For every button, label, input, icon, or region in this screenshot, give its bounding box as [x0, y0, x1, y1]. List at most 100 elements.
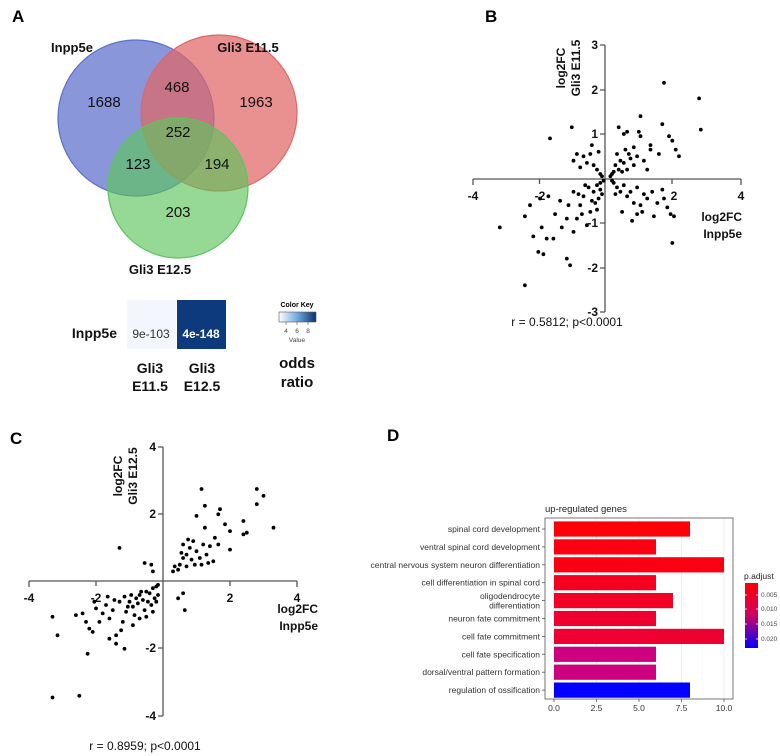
- y-axis-label: Gli3 E11.5: [569, 39, 583, 96]
- correlation-annotation: r = 0.5812; p<0.0001: [511, 315, 623, 329]
- bar: [554, 593, 673, 609]
- scatter-point: [590, 143, 594, 148]
- scatter-point: [132, 613, 137, 617]
- scatter-point: [618, 158, 623, 163]
- odds-ratio-heatmap: Inpp5e 9e-103 4e-148 Gli3 E11.5 Gli3 E12…: [72, 300, 317, 394]
- scatter-point: [628, 189, 633, 194]
- scatter-point: [618, 189, 623, 194]
- bar: [554, 557, 724, 573]
- scatter-point: [665, 205, 670, 210]
- venn-count: 252: [165, 124, 190, 141]
- scatter-point: [223, 522, 227, 527]
- scatter-point: [171, 569, 175, 574]
- scatter-point: [136, 601, 140, 606]
- scatter-point: [181, 542, 186, 547]
- scatter-point: [698, 127, 703, 132]
- color-key-metric: odds: [279, 355, 315, 372]
- color-key-metric: ratio: [281, 374, 314, 391]
- venn-set-label: Gli3 E11.5: [217, 40, 278, 55]
- scatter-point: [117, 546, 122, 550]
- color-key-tick: 6: [295, 328, 299, 335]
- axis-ticks: [472, 44, 742, 313]
- scatter-point: [625, 129, 629, 134]
- category-label: cell fate commitment: [462, 631, 541, 641]
- y-axis-label: log2FC: [554, 47, 568, 88]
- scatter-point: [598, 187, 603, 192]
- scatter-point: [105, 594, 110, 599]
- scatter-point: [50, 614, 55, 619]
- x-axis-label: Inpp5e: [703, 227, 742, 241]
- scatter-point: [134, 596, 139, 601]
- scatter-point: [575, 216, 579, 221]
- heatmap-cell: [177, 300, 226, 349]
- heatmap-col-label: Gli3: [137, 360, 164, 376]
- scatter-point: [600, 174, 604, 179]
- scatter-point: [580, 212, 584, 217]
- scatter-point: [531, 234, 536, 239]
- scatter-point: [204, 552, 209, 557]
- scatter-point: [615, 152, 619, 156]
- scatter-point: [667, 134, 671, 139]
- scatter-point: [645, 196, 650, 201]
- scatter-point: [107, 616, 112, 621]
- scatter-point: [593, 201, 598, 205]
- scatter-point: [591, 163, 596, 168]
- scatter-point: [536, 250, 541, 254]
- color-key-tick: 4: [284, 328, 288, 335]
- scatter-point: [112, 598, 117, 602]
- scatter-point: [228, 529, 232, 533]
- scatter-point: [616, 167, 621, 172]
- scatter-point: [677, 154, 681, 159]
- scatter-point: [576, 192, 581, 197]
- scatter-point: [151, 569, 155, 574]
- scatter-point: [631, 145, 636, 150]
- scatter-point: [538, 196, 542, 201]
- scatter-point: [124, 609, 128, 614]
- scatter-point: [571, 158, 576, 163]
- scatter-point: [110, 608, 115, 612]
- scatter-point: [635, 154, 639, 159]
- y-tick-label: -2: [587, 261, 598, 275]
- scatter-point: [218, 507, 222, 512]
- scatter-point: [203, 525, 207, 530]
- scatter-point: [630, 218, 634, 223]
- scatter-point: [107, 636, 112, 641]
- category-label: central nervous system neuron differenti…: [371, 560, 541, 570]
- scatter-point: [152, 596, 157, 601]
- venn-set-label: Inpp5e: [51, 40, 93, 55]
- scatter-point: [638, 114, 643, 119]
- panel-label-a: A: [12, 7, 24, 26]
- scatter-point: [595, 183, 599, 188]
- scatter-point: [642, 158, 646, 163]
- scatter-point: [177, 562, 182, 567]
- scatter-point: [566, 203, 571, 208]
- scatter-point: [645, 167, 650, 172]
- scatter-point: [541, 252, 546, 257]
- scatter-point: [621, 183, 626, 188]
- y-tick-label: -4: [145, 709, 156, 723]
- category-labels: spinal cord development ventral spinal co…: [371, 524, 545, 695]
- scatter-point: [199, 562, 204, 567]
- bar: [554, 682, 690, 698]
- scatter-point: [591, 189, 596, 194]
- x-tick-label: -2: [535, 189, 546, 203]
- scatter-point: [100, 611, 105, 616]
- panel-label-d: D: [387, 426, 399, 445]
- scatter-point: [137, 616, 142, 621]
- x-tick-labels: 0.0 2.5 5.0 7.5 10.0: [548, 699, 733, 713]
- scatter-point: [179, 551, 184, 555]
- scatter-point: [595, 167, 599, 172]
- scatter-point: [216, 512, 221, 517]
- scatter-point: [147, 591, 152, 596]
- scatter-point: [192, 562, 197, 567]
- scatter-point: [652, 214, 656, 219]
- scatter-point: [636, 129, 641, 134]
- scatter-point: [631, 163, 636, 168]
- scatter-point: [588, 210, 593, 214]
- venn-count: 1688: [87, 94, 120, 111]
- scatter-point: [184, 564, 189, 569]
- bars: [554, 521, 724, 698]
- y-tick-label: -1: [587, 216, 598, 230]
- scatter-point: [673, 147, 678, 152]
- scatter-point: [548, 136, 552, 141]
